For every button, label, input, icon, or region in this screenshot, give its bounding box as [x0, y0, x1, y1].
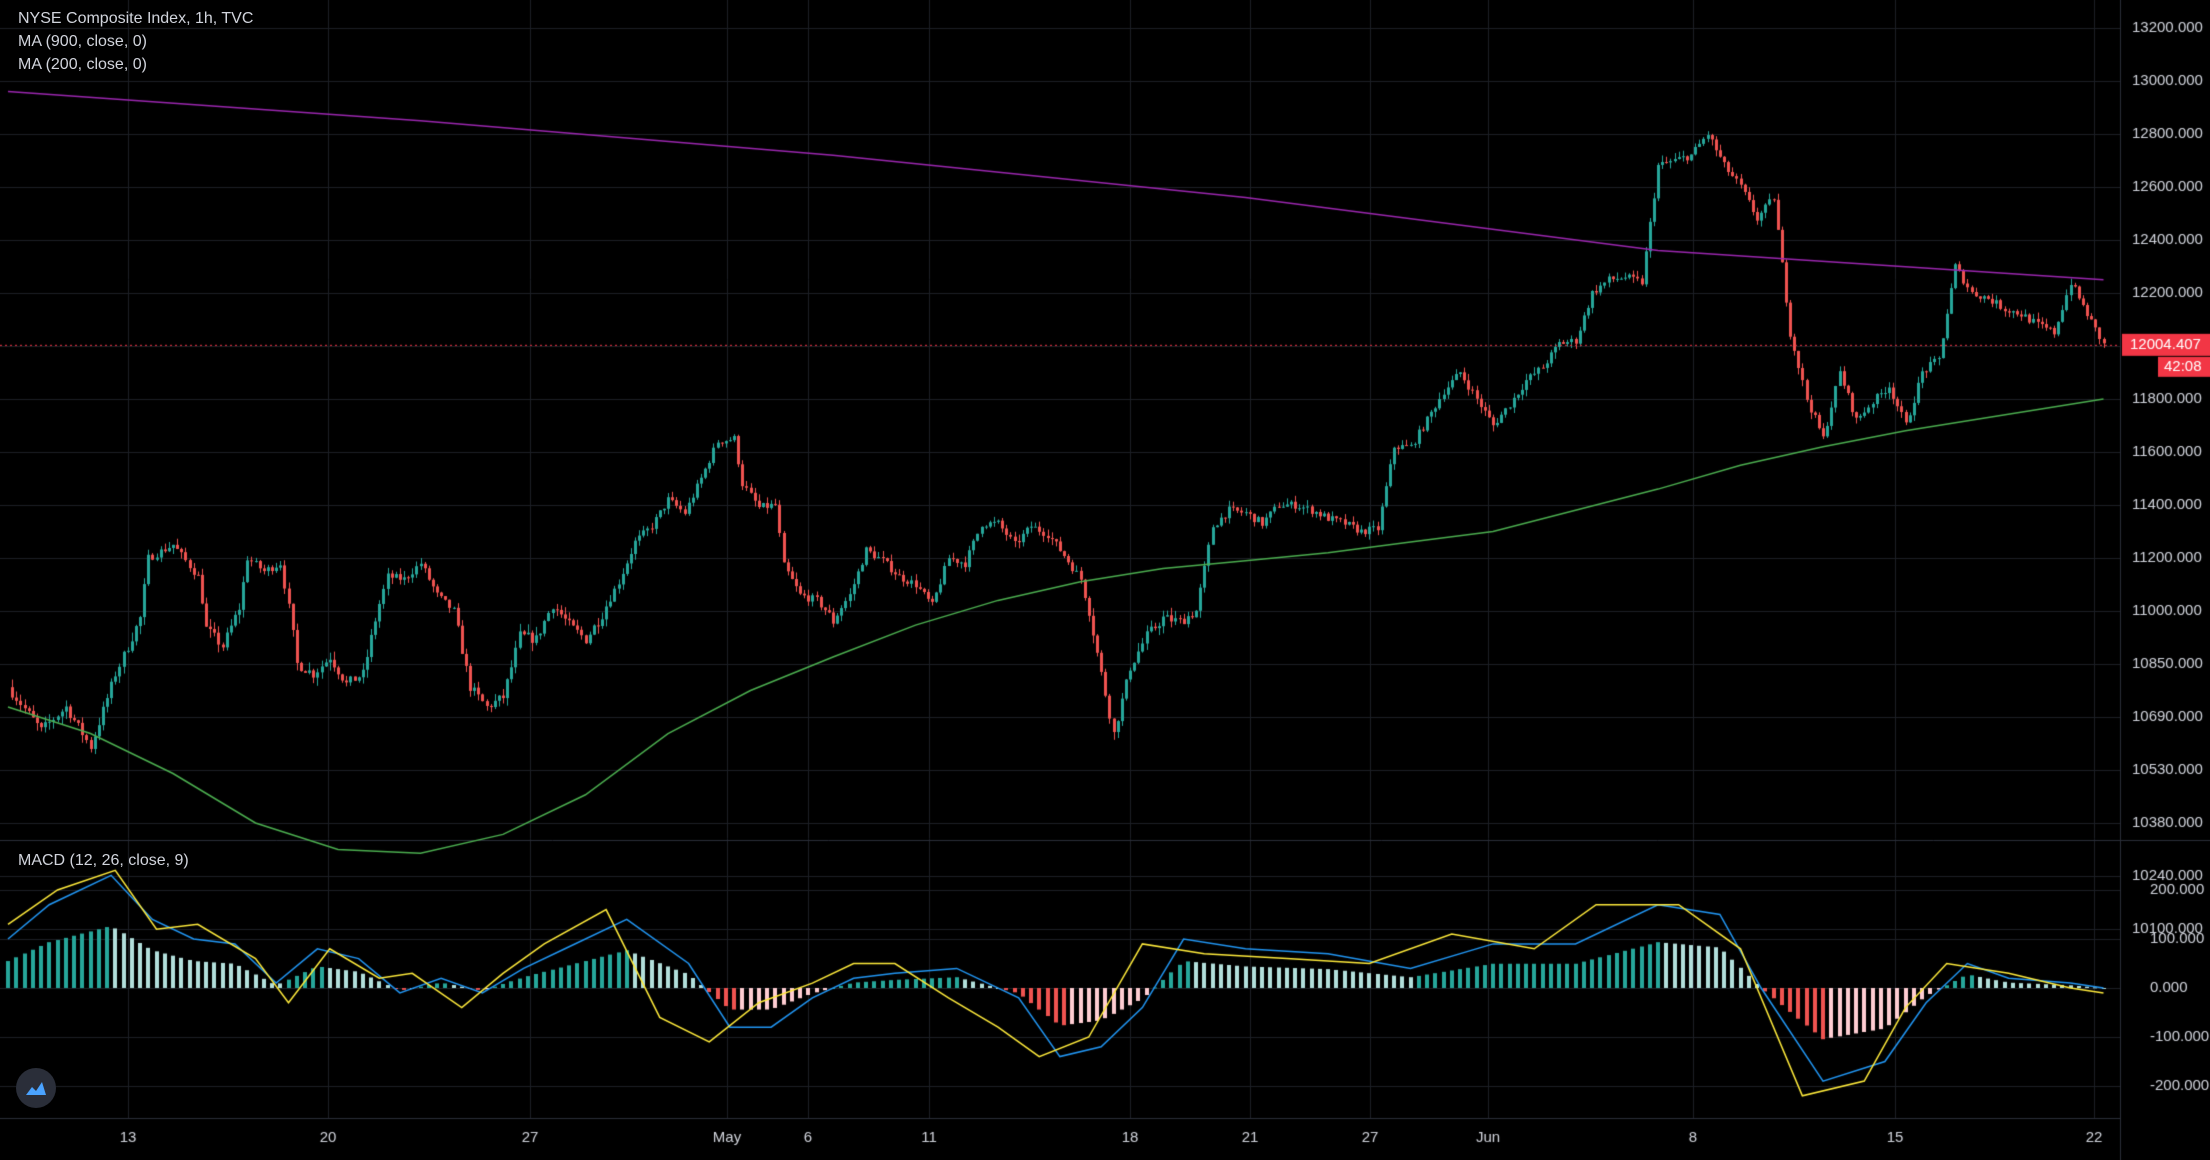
tradingview-logo-icon[interactable]: [16, 1068, 56, 1108]
macd-legend: MACD (12, 26, close, 9): [18, 852, 189, 869]
ma200-legend: MA (200, close, 0): [18, 56, 147, 73]
ma900-legend: MA (900, close, 0): [18, 33, 147, 50]
chart-title: NYSE Composite Index, 1h, TVC: [18, 10, 254, 27]
